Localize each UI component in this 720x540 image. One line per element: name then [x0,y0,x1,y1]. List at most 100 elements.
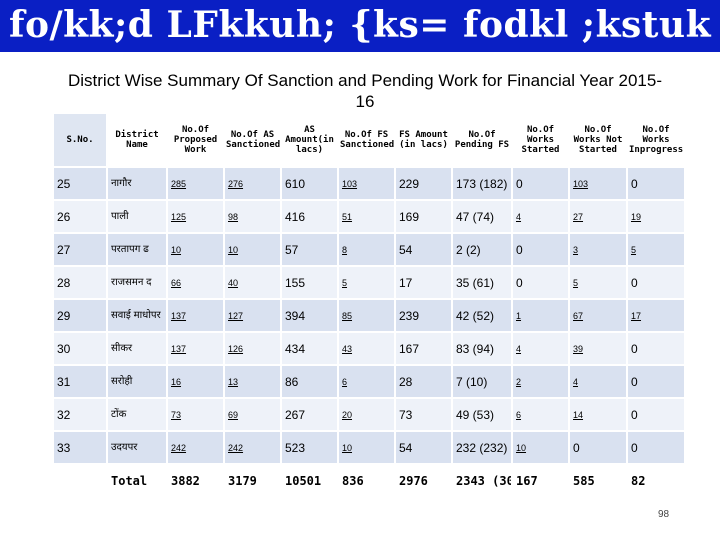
header-fs-amount: FS Amount (in lacs) [396,114,451,166]
cell-inprogress: 0 [628,399,684,430]
cell-as-amount: 57 [282,234,337,265]
district-summary-table: S.No. District Name No.Of Proposed Work … [52,112,686,498]
header-works-inprogress: No.Of Works Inprogress [628,114,684,166]
cell-not-started: 67 [570,300,626,331]
cell-as-sanctioned: 126 [225,333,280,364]
cell-inprogress: 17 [628,300,684,331]
cell-as-amount: 394 [282,300,337,331]
cell-district: उदयपर [108,432,166,463]
cell-pending-fs: 2 (2) [453,234,511,265]
slide-title: fo/kk;d LFkkuh; {ks= fodkl ;kstuk [8,4,712,46]
total-proposed: 3882 [168,465,223,496]
cell-not-started: 5 [570,267,626,298]
cell-pending-fs: 49 (53) [453,399,511,430]
cell-proposed: 242 [168,432,223,463]
cell-fs-sanctioned: 6 [339,366,394,397]
cell-started: 0 [513,168,568,199]
cell-started: 10 [513,432,568,463]
cell-fs-amount: 28 [396,366,451,397]
cell-sno: 30 [54,333,106,364]
total-fs-sanctioned: 836 [339,465,394,496]
title-bar: fo/kk;d LFkkuh; {ks= fodkl ;kstuk [0,0,720,52]
cell-district: पाली [108,201,166,232]
cell-not-started: 27 [570,201,626,232]
header-as-sanctioned: No.Of AS Sanctioned [225,114,280,166]
header-sno: S.No. [54,114,106,166]
cell-pending-fs: 232 (232) [453,432,511,463]
table-row: 29 सवाई माधोपर 137 127 394 85 239 42 (52… [54,300,684,331]
cell-district: सवाई माधोपर [108,300,166,331]
cell-not-started: 103 [570,168,626,199]
cell-district: सीकर [108,333,166,364]
cell-started: 2 [513,366,568,397]
cell-as-amount: 523 [282,432,337,463]
cell-fs-amount: 54 [396,234,451,265]
total-label: Total [108,465,166,496]
cell-fs-amount: 169 [396,201,451,232]
cell-proposed: 125 [168,201,223,232]
cell-district: टोंक [108,399,166,430]
cell-inprogress: 0 [628,432,684,463]
total-as-amount: 10501 [282,465,337,496]
header-pending-fs: No.Of Pending FS [453,114,511,166]
cell-inprogress: 0 [628,267,684,298]
cell-fs-amount: 73 [396,399,451,430]
cell-as-amount: 86 [282,366,337,397]
cell-inprogress: 0 [628,168,684,199]
cell-started: 6 [513,399,568,430]
cell-fs-sanctioned: 10 [339,432,394,463]
cell-inprogress: 19 [628,201,684,232]
cell-sno: 26 [54,201,106,232]
cell-pending-fs: 83 (94) [453,333,511,364]
table-row: 33 उदयपर 242 242 523 10 54 232 (232) 10 … [54,432,684,463]
cell-as-amount: 155 [282,267,337,298]
cell-district: सरोही [108,366,166,397]
table-row: 32 टोंक 73 69 267 20 73 49 (53) 6 14 0 [54,399,684,430]
cell-sno: 32 [54,399,106,430]
cell-sno: 28 [54,267,106,298]
header-works-not-started: No.Of Works Not Started [570,114,626,166]
cell-fs-sanctioned: 5 [339,267,394,298]
table-row: 27 परतापग ढ 10 10 57 8 54 2 (2) 0 3 5 [54,234,684,265]
cell-as-sanctioned: 127 [225,300,280,331]
cell-fs-amount: 239 [396,300,451,331]
cell-started: 0 [513,267,568,298]
cell-as-amount: 416 [282,201,337,232]
cell-as-amount: 610 [282,168,337,199]
table-header-row: S.No. District Name No.Of Proposed Work … [54,114,684,166]
table-row: 30 सीकर 137 126 434 43 167 83 (94) 4 39 … [54,333,684,364]
cell-fs-sanctioned: 103 [339,168,394,199]
cell-started: 4 [513,333,568,364]
cell-started: 0 [513,234,568,265]
table-row: 31 सरोही 16 13 86 6 28 7 (10) 2 4 0 [54,366,684,397]
cell-proposed: 285 [168,168,223,199]
cell-proposed: 16 [168,366,223,397]
table-row: 28 राजसमन द 66 40 155 5 17 35 (61) 0 5 0 [54,267,684,298]
cell-inprogress: 0 [628,333,684,364]
cell-pending-fs: 35 (61) [453,267,511,298]
cell-sno: 33 [54,432,106,463]
cell-as-sanctioned: 242 [225,432,280,463]
cell-district: राजसमन द [108,267,166,298]
table-subtitle: District Wise Summary Of Sanction and Pe… [67,71,662,111]
header-proposed-work: No.Of Proposed Work [168,114,223,166]
cell-pending-fs: 47 (74) [453,201,511,232]
cell-as-sanctioned: 276 [225,168,280,199]
cell-fs-amount: 229 [396,168,451,199]
total-not-started: 585 [570,465,626,496]
cell-as-sanctioned: 40 [225,267,280,298]
cell-sno [54,465,106,496]
cell-sno: 27 [54,234,106,265]
total-inprogress: 82 [628,465,684,496]
cell-proposed: 73 [168,399,223,430]
cell-started: 4 [513,201,568,232]
table-row: 25 नागौर 285 276 610 103 229 173 (182) 0… [54,168,684,199]
cell-not-started: 14 [570,399,626,430]
cell-as-amount: 434 [282,333,337,364]
cell-inprogress: 0 [628,366,684,397]
cell-proposed: 10 [168,234,223,265]
table-row: 26 पाली 125 98 416 51 169 47 (74) 4 27 1… [54,201,684,232]
page-number: 98 [658,509,670,520]
cell-proposed: 137 [168,300,223,331]
cell-fs-sanctioned: 85 [339,300,394,331]
